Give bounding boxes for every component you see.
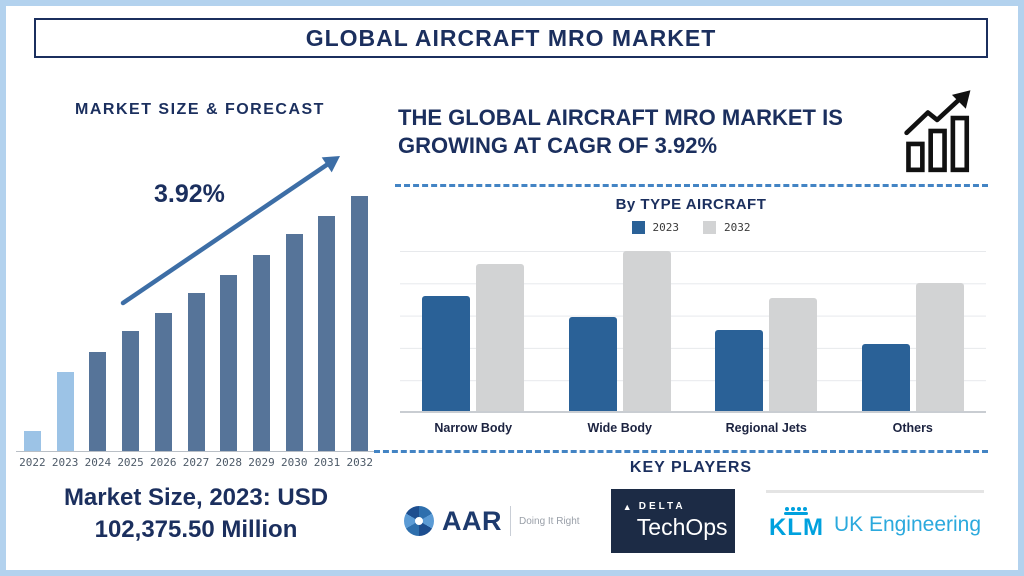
forecast-bar-col	[212, 195, 245, 451]
type-bar-Regional Jets-2023	[715, 329, 764, 413]
legend-item-2032: 2032	[703, 221, 751, 234]
type-group-Others	[840, 240, 987, 413]
klm-suffix-text: UK Engineering	[833, 513, 982, 536]
delta-division-name: TechOps	[636, 514, 728, 540]
legend-swatch-2023	[631, 221, 645, 234]
category-label-Wide Body: Wide Body	[587, 421, 652, 435]
forecast-bar-col	[147, 195, 180, 451]
dashed-separator-top	[395, 184, 988, 187]
aar-tagline: Doing It Right	[519, 515, 580, 527]
forecast-bar-2030	[285, 234, 303, 451]
forecast-x-axis	[16, 451, 376, 452]
by-type-aircraft-heading: By TYPE AIRCRAFT	[615, 196, 767, 213]
market-size-line2: 102,375.50 Million	[94, 516, 298, 544]
forecast-bar-2024	[89, 351, 107, 451]
forecast-bar-2025	[122, 331, 140, 451]
type-bar-Regional Jets-2032	[769, 297, 818, 413]
key-players-logos: AAR Doing It Right ▲ DELTA TechOps KLM	[404, 486, 984, 556]
forecast-bar-col	[16, 195, 49, 451]
type-chart-legend: 2023 2032	[394, 221, 988, 234]
type-bar-Narrow Body-2032	[476, 264, 525, 413]
year-label-2027: 2027	[182, 456, 210, 469]
legend-label-2023: 2023	[652, 221, 680, 234]
dashed-separator-bottom	[374, 450, 988, 453]
year-label-2032: 2032	[346, 456, 373, 469]
forecast-bar-2022	[23, 430, 41, 451]
crown-dots	[785, 506, 808, 511]
aar-logo: AAR Doing It Right	[404, 506, 580, 537]
forecast-bar-2031	[318, 216, 336, 451]
aar-divider	[510, 506, 511, 536]
market-size-line1: Market Size, 2023: USD	[63, 484, 329, 511]
forecast-bar-col	[311, 195, 344, 451]
year-label-2030: 2030	[280, 456, 308, 469]
forecast-bar-col	[81, 195, 114, 451]
category-label-Others: Others	[892, 421, 933, 435]
title-box: GLOBAL AIRCRAFT MRO MARKET	[34, 18, 988, 58]
cagr-annotation: 3.92%	[154, 180, 225, 208]
year-label-2022: 2022	[19, 456, 46, 469]
year-label-2024: 2024	[84, 456, 112, 469]
legend-swatch-2032	[703, 221, 716, 234]
crown-bar	[784, 511, 809, 515]
forecast-bar-col	[278, 195, 311, 451]
aar-brand-name: AAR	[442, 505, 502, 536]
year-label-2029: 2029	[248, 456, 275, 469]
forecast-bar-col	[343, 195, 376, 451]
year-label-2026: 2026	[150, 456, 177, 469]
cagr-headline-line1: THE GLOBAL AIRCRAFT MRO MARKET IS	[398, 105, 843, 130]
klm-logo-top-strip	[766, 490, 984, 493]
type-bar-Narrow Body-2023	[422, 296, 471, 413]
legend-item-2023: 2023	[631, 221, 680, 234]
crown-icon	[784, 506, 809, 515]
forecast-bar-2032	[351, 196, 369, 451]
by-type-aircraft-chart	[400, 240, 986, 413]
forecast-bar-col	[114, 195, 147, 451]
type-bar-Others-2032	[915, 283, 964, 413]
klm-mark: KLM	[768, 506, 824, 541]
klm-brand-name: KLM	[768, 513, 824, 541]
bar-chart-growth-icon	[904, 90, 971, 173]
aperture-pinwheel-icon	[404, 506, 434, 536]
market-size-forecast-heading: MARKET SIZE & FORECAST	[75, 101, 325, 118]
forecast-year-axis: 2022 2023 2024 2025 2026 2027 2028 2029 2030 2031…	[16, 456, 376, 469]
forecast-bar-2027	[187, 292, 205, 451]
type-bar-Wide Body-2023	[568, 317, 617, 413]
forecast-bar-col	[180, 195, 213, 451]
key-players-heading: KEY PLAYERS	[629, 459, 753, 476]
type-chart-x-axis	[400, 411, 986, 413]
delta-brand-name: DELTA	[638, 501, 686, 512]
year-label-2023: 2023	[51, 456, 79, 469]
forecast-bar-2023	[56, 371, 74, 451]
triangle-icon: ▲	[622, 501, 635, 512]
market-size-forecast-chart: 3.92%	[16, 148, 376, 452]
year-label-2028: 2028	[215, 456, 243, 469]
type-bar-Others-2023	[861, 344, 910, 413]
category-label-Narrow Body: Narrow Body	[434, 421, 513, 435]
type-chart-category-labels: Narrow Body Wide Body Regional Jets Others	[400, 421, 986, 435]
forecast-bar-col	[245, 195, 278, 451]
type-group-Regional Jets	[693, 240, 840, 413]
forecast-bar-2026	[154, 313, 172, 451]
forecast-bars	[16, 195, 376, 451]
type-bar-Wide Body-2032	[622, 251, 671, 413]
cagr-headline-line2: GROWING AT CAGR OF 3.92%	[398, 132, 718, 158]
delta-techops-logo: ▲ DELTA TechOps	[610, 489, 735, 553]
legend-label-2032: 2032	[724, 221, 751, 234]
delta-brand-line: ▲ DELTA	[623, 501, 735, 512]
market-size-note: Market Size, 2023: USD 102,375.50 Millio…	[20, 482, 372, 547]
forecast-bar-col	[49, 195, 82, 451]
klm-uk-engineering-logo: KLM UK Engineering	[766, 490, 984, 552]
page-title: GLOBAL AIRCRAFT MRO MARKET	[305, 24, 717, 51]
forecast-bar-2028	[220, 275, 238, 451]
year-label-2025: 2025	[117, 456, 144, 469]
category-label-Regional Jets: Regional Jets	[725, 421, 807, 435]
year-label-2031: 2031	[313, 456, 341, 469]
type-group-Narrow Body	[400, 240, 547, 413]
growth-trend-arrow	[120, 156, 340, 306]
type-group-Wide Body	[547, 240, 694, 413]
forecast-bar-2029	[253, 254, 270, 451]
cagr-headline: THE GLOBAL AIRCRAFT MRO MARKET IS GROWIN…	[398, 104, 888, 159]
